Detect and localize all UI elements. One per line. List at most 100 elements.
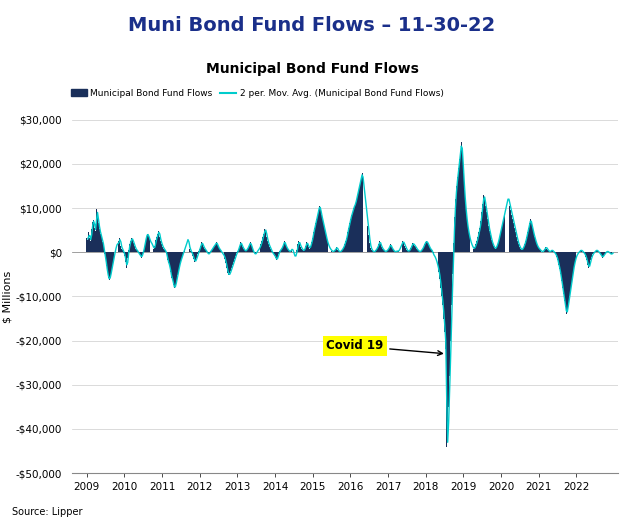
Bar	[141, 252, 142, 257]
Bar	[316, 219, 317, 252]
Bar	[334, 250, 335, 252]
Bar	[369, 243, 370, 252]
Bar	[251, 249, 253, 252]
Bar	[534, 237, 535, 252]
Bar	[456, 186, 457, 252]
Bar	[612, 252, 613, 254]
Bar	[317, 215, 318, 252]
Bar	[119, 238, 120, 252]
Bar	[233, 252, 234, 262]
Bar	[495, 249, 496, 252]
Bar	[425, 242, 426, 252]
Bar	[416, 249, 417, 252]
Bar	[558, 252, 559, 265]
Bar	[439, 252, 441, 279]
Bar	[342, 249, 343, 252]
Bar	[567, 252, 568, 309]
Bar	[355, 203, 356, 252]
Bar	[241, 244, 242, 252]
Bar	[293, 252, 295, 254]
Bar	[106, 252, 107, 266]
Bar	[396, 251, 397, 252]
Bar	[242, 247, 243, 252]
Bar	[254, 252, 255, 253]
Bar	[554, 252, 555, 253]
Bar	[175, 252, 176, 285]
Bar	[357, 194, 358, 252]
Bar	[109, 252, 110, 280]
Bar	[358, 190, 359, 252]
Bar	[103, 244, 104, 252]
Bar	[163, 249, 164, 252]
Bar	[426, 241, 427, 252]
Bar	[324, 232, 326, 252]
Bar	[488, 226, 489, 252]
Bar	[412, 243, 413, 252]
Bar	[382, 249, 383, 252]
Bar	[323, 224, 324, 252]
Bar	[516, 237, 517, 252]
Bar	[491, 240, 492, 252]
Bar	[89, 239, 90, 252]
Bar	[204, 249, 205, 252]
Bar	[222, 252, 223, 253]
Bar	[476, 241, 477, 252]
Bar	[164, 250, 165, 252]
Bar	[198, 251, 199, 252]
Bar	[446, 252, 447, 447]
Bar	[307, 244, 308, 252]
Bar	[185, 244, 187, 252]
Bar	[130, 241, 131, 252]
Bar	[181, 252, 182, 259]
Bar	[108, 252, 109, 278]
Bar	[532, 228, 533, 252]
Bar	[140, 252, 141, 256]
Bar	[430, 249, 431, 252]
Bar	[90, 241, 91, 252]
Bar	[527, 232, 528, 252]
Bar	[533, 232, 534, 252]
Bar	[110, 252, 112, 271]
Bar	[283, 244, 284, 252]
Bar	[406, 250, 407, 252]
Bar	[499, 237, 500, 252]
Bar	[442, 252, 443, 305]
Bar	[407, 251, 408, 252]
Bar	[415, 247, 416, 252]
Bar	[245, 251, 246, 252]
Bar	[318, 210, 319, 252]
Bar	[179, 252, 180, 266]
Bar	[383, 250, 384, 252]
Bar	[351, 215, 352, 252]
Bar	[170, 252, 171, 272]
Bar	[590, 252, 591, 260]
Bar	[510, 210, 511, 252]
Bar	[143, 251, 144, 252]
Bar	[340, 251, 341, 252]
Bar	[260, 244, 261, 252]
Bar	[494, 248, 495, 252]
Bar	[424, 244, 425, 252]
Bar	[505, 206, 507, 252]
Bar	[515, 232, 516, 252]
Bar	[410, 248, 411, 252]
Bar	[529, 224, 530, 252]
Bar	[344, 244, 345, 252]
Bar	[550, 251, 551, 252]
Bar	[596, 250, 597, 252]
Bar	[509, 206, 510, 252]
Bar	[489, 231, 490, 252]
Bar	[448, 252, 449, 407]
Bar	[203, 247, 204, 252]
Bar	[276, 252, 277, 260]
Bar	[474, 247, 475, 252]
Bar	[235, 252, 236, 256]
Bar	[542, 251, 544, 252]
Bar	[167, 252, 168, 260]
Bar	[197, 252, 198, 254]
Bar	[587, 252, 588, 265]
Bar	[160, 241, 161, 252]
Bar	[126, 252, 127, 268]
Bar	[134, 245, 135, 252]
Bar	[390, 244, 391, 252]
